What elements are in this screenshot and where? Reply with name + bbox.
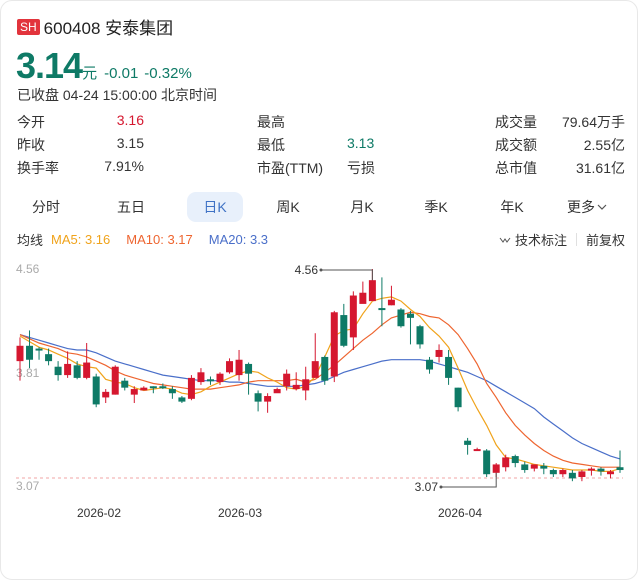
- tab-quarterly-k[interactable]: 季K: [424, 199, 448, 215]
- tech-annotation-toggle[interactable]: 技术标注: [499, 230, 567, 249]
- tab-intraday[interactable]: 分时: [32, 199, 60, 215]
- candlesticks: [16, 269, 624, 482]
- stat-label: 最低: [257, 137, 285, 153]
- chart-axis-labels: 4.56 3.81 3.07 2026-02 2026-03 2026-04: [16, 262, 623, 520]
- price-unit: 元: [82, 65, 98, 82]
- period-tabs: 分时 五日 日K 周K 月K 季K 年K 更多: [15, 192, 625, 222]
- y-axis-label: 3.07: [16, 479, 40, 493]
- x-axis-label: 2026-04: [438, 506, 482, 520]
- stat-value-pe: 亏损: [347, 160, 375, 176]
- more-dropdown[interactable]: 更多: [557, 192, 617, 222]
- current-price: 3.14: [16, 45, 83, 86]
- chart-tools: 技术标注 前复权: [499, 230, 625, 249]
- stats-row: 换手率 7.91% 市盈(TTM) 亏损 总市值 31.61亿: [17, 158, 627, 181]
- divider: [575, 233, 577, 246]
- y-axis-label: 3.81: [16, 366, 40, 380]
- tab-weekly-k[interactable]: 周K: [276, 199, 300, 215]
- tech-annotation-label: 技术标注: [514, 233, 567, 248]
- wave-icon: [499, 237, 511, 243]
- tab-monthly-k[interactable]: 月K: [350, 199, 374, 215]
- ma-legend: 均线 MA5: 3.16 MA10: 3.17 MA20: 3.3 技术标注 前…: [17, 230, 625, 249]
- extreme-markers: 4.56 3.07: [295, 263, 497, 494]
- stat-value-volume: 79.64万手: [561, 114, 625, 130]
- stock-title: SH 600408 安泰集团: [17, 14, 173, 39]
- stat-value-open: 3.16: [116, 112, 144, 128]
- stock-code-name[interactable]: 600408 安泰集团: [43, 19, 174, 38]
- price-row: 3.14 元 -0.01 -0.32%: [16, 45, 198, 87]
- price-change: -0.01: [104, 65, 139, 82]
- ma-label: 均线: [17, 233, 44, 248]
- stat-label: 今开: [17, 114, 45, 130]
- adjust-toggle[interactable]: 前复权: [585, 233, 625, 248]
- tab-yearly-k[interactable]: 年K: [500, 199, 524, 215]
- more-label: 更多: [567, 199, 595, 215]
- stat-label: 昨收: [17, 137, 45, 153]
- stat-label: 成交量: [495, 114, 537, 130]
- tab-five-day[interactable]: 五日: [117, 199, 145, 215]
- kline-chart[interactable]: 4.56 3.81 3.07 2026-02 2026-03 2026-04 4.56 3.…: [1, 251, 638, 531]
- stat-label: 总市值: [495, 160, 537, 176]
- y-axis-label: 4.56: [16, 262, 40, 276]
- stat-value-turnover: 2.55亿: [583, 137, 625, 153]
- ma5-value: MA5: 3.16: [51, 232, 111, 247]
- stat-value-low: 3.13: [347, 135, 375, 151]
- svg-text:3.07: 3.07: [415, 480, 439, 494]
- ma20-value: MA20: 3.3: [208, 232, 269, 247]
- stats-row: 今开 3.16 最高 成交量 79.64万手: [17, 112, 627, 135]
- stat-label: 市盈(TTM): [257, 160, 324, 176]
- price-change-pct: -0.32%: [144, 65, 192, 82]
- chevron-down-icon: [597, 204, 607, 210]
- stat-label: 成交额: [495, 137, 537, 153]
- market-status: 已收盘 04-24 15:00:00 北京时间: [17, 87, 217, 103]
- svg-text:4.56: 4.56: [295, 263, 319, 277]
- stats-row: 昨收 3.15 最低 3.13 成交额 2.55亿: [17, 135, 627, 158]
- tab-daily-k[interactable]: 日K: [187, 192, 243, 222]
- ma10-value: MA10: 3.17: [126, 232, 193, 247]
- stats-grid: 今开 3.16 最高 成交量 79.64万手 昨收 3.15 最低 3.13 成…: [17, 112, 627, 181]
- stat-label: 换手率: [17, 160, 59, 176]
- stat-value-turnover-rate: 7.91%: [104, 158, 144, 174]
- stat-value-market-cap: 31.61亿: [575, 160, 625, 176]
- x-axis-label: 2026-03: [218, 506, 262, 520]
- ma-lines: [19, 296, 621, 472]
- exchange-badge: SH: [17, 18, 40, 35]
- x-axis-label: 2026-02: [77, 506, 121, 520]
- stat-value-prev-close: 3.15: [116, 135, 144, 151]
- stat-label: 最高: [257, 114, 285, 130]
